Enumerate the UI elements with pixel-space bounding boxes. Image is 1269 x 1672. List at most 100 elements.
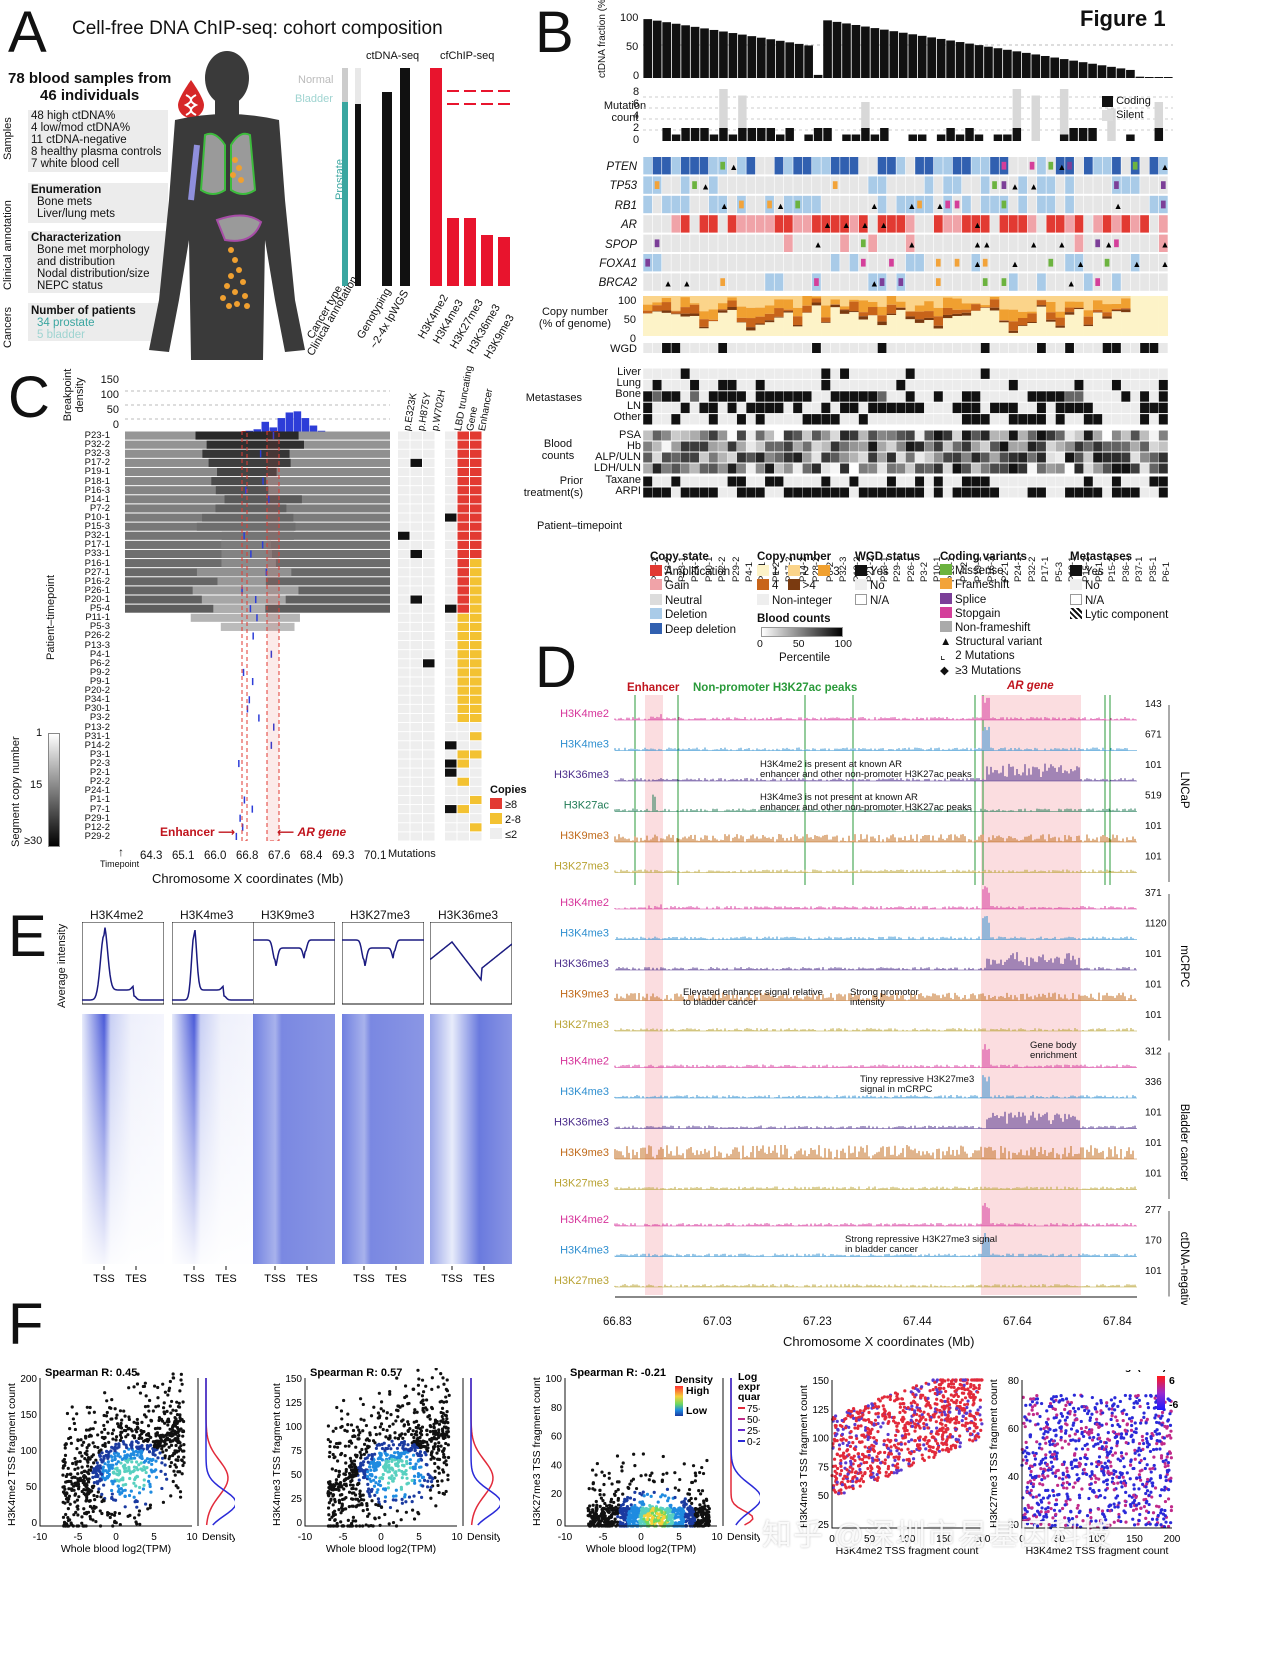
onco-mut: [720, 278, 726, 286]
prior-svg-cell: [830, 487, 840, 498]
coding-bar: [870, 134, 880, 141]
cn-seg: [849, 296, 859, 300]
onco-cell: [858, 176, 868, 194]
c-mut-cell: [410, 486, 422, 495]
onco-cell: [643, 157, 653, 175]
cn-seg: [868, 301, 878, 308]
prior-svg-cell: [840, 476, 850, 487]
track-label: H3K4me3: [560, 1086, 609, 1098]
prior-svg-cell: [652, 476, 662, 487]
c-mut-cell: [398, 604, 410, 613]
blood-svg-cell: [1008, 430, 1018, 441]
onco-cell: [718, 215, 728, 233]
onco-cell: [990, 254, 999, 272]
onco-cell: [708, 215, 718, 233]
track-label: H3K36me3: [554, 958, 609, 970]
met-svg-cell: [933, 368, 943, 379]
met-svg-cell: [1055, 402, 1065, 414]
cn-seg: [1083, 316, 1094, 325]
onco-cell: [1102, 195, 1112, 214]
coding-bar: [766, 128, 775, 141]
onco-cell: [652, 195, 662, 214]
bar-clinical: [355, 104, 361, 286]
blood-svg-cell: [774, 452, 784, 463]
blood-svg-cell: [699, 452, 709, 463]
met-svg-cell: [961, 414, 971, 425]
cn-seg: [671, 313, 681, 315]
ctdna-bar: [681, 25, 690, 78]
c-copy-cell: [457, 504, 469, 513]
cn-seg: [971, 310, 981, 336]
onco-mut: [654, 239, 660, 248]
met-svg-cell: [933, 391, 943, 402]
met-svg-cell: [1018, 414, 1028, 425]
prior-svg-cell: [661, 487, 671, 498]
c-copy-cell: [445, 741, 457, 750]
onco-cell: [802, 176, 812, 194]
cn-tick: 100: [618, 295, 637, 307]
met-svg-cell: [755, 402, 765, 414]
cn-seg: [905, 319, 916, 336]
wgd-cell: [802, 343, 812, 353]
met-svg-cell: [1065, 402, 1075, 414]
blood-svg-cell: [718, 430, 728, 441]
blood-svg-cell: [736, 452, 746, 463]
blood-svg-cell: [1093, 452, 1103, 463]
segment-bg: [125, 732, 390, 741]
c-copy-cell: [445, 431, 457, 440]
cn-seg: [746, 318, 756, 328]
blood-gradient: [761, 626, 843, 637]
cn-seg: [1055, 296, 1066, 312]
blood-svg-cell: [1018, 430, 1028, 441]
cn-seg: [877, 306, 888, 316]
cn-seg: [643, 304, 653, 311]
coding-label: Coding: [1116, 95, 1151, 107]
cn-seg: [689, 296, 700, 304]
cn-seg: [1149, 296, 1159, 336]
cn-seg: [952, 316, 963, 336]
prior-svg-cell: [783, 476, 793, 487]
prior-svg-cell: [1102, 476, 1112, 487]
wgd-cell: [1112, 343, 1121, 353]
c-mut-cell: [410, 522, 422, 531]
patients-box: [28, 303, 168, 341]
density-bar: [253, 429, 262, 433]
met-svg-cell: [830, 402, 840, 414]
met-svg-cell: [811, 368, 821, 379]
frameshift-label: Frameshift: [955, 579, 1010, 592]
c-copy-cell: [445, 513, 457, 522]
onco-cell: [746, 176, 756, 194]
met-svg-cell: [886, 391, 896, 402]
cn-seg: [1027, 313, 1038, 322]
cn-seg: [783, 296, 794, 300]
prior-svg-cell: [708, 487, 718, 498]
c-mut-cell: [410, 440, 422, 449]
onco-cell: [737, 157, 746, 175]
blood-svg-cell: [1083, 463, 1093, 474]
c-patient-label: P10-1: [84, 512, 110, 523]
onco-mut: [1001, 161, 1007, 170]
ctdna-seq-header: ctDNA-seq: [366, 50, 420, 62]
cn-seg: [821, 317, 831, 322]
ctdna-bar: [709, 29, 719, 78]
panel-c-letter: C: [8, 365, 50, 430]
c-copy-cell: [470, 568, 482, 577]
onco-mut: [1001, 181, 1007, 189]
cn-seg: [821, 296, 831, 306]
prior-svg-cell: [1121, 476, 1131, 487]
ctdna-bar: [1021, 52, 1031, 78]
blood-svg-cell: [718, 452, 728, 463]
prior-svg-cell: [1046, 487, 1056, 498]
cn-seg: [1093, 312, 1103, 313]
onco-cell: [933, 176, 943, 194]
breakpoint: [248, 696, 251, 704]
onco-cell: [1083, 234, 1093, 252]
sv-triangle: ▲: [1067, 278, 1076, 288]
c-copy-cell: [470, 823, 482, 832]
patients-prostate: 34 prostate: [37, 317, 95, 329]
onco-cell: [708, 195, 718, 214]
onco-cell: [643, 195, 653, 214]
c-patient-label: P13-2: [84, 721, 110, 733]
onco-cell: [971, 273, 981, 291]
segment-bg: [125, 668, 390, 677]
